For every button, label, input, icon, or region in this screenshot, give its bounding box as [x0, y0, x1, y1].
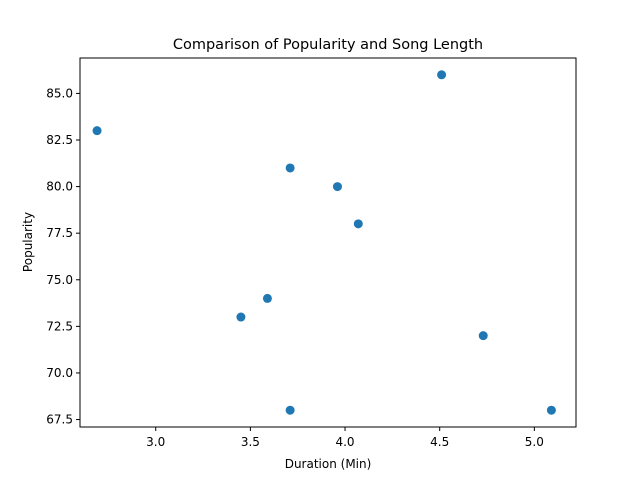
x-tick-label: 3.0 — [146, 435, 165, 449]
y-tick-label: 80.0 — [46, 180, 73, 194]
data-point — [262, 293, 272, 303]
y-tick-label: 67.5 — [46, 413, 73, 427]
x-tick-label: 4.5 — [430, 435, 449, 449]
data-point — [285, 163, 295, 173]
x-axis-ticks: 3.0 3.5 4.0 4.5 5.0 — [146, 427, 544, 449]
data-point — [236, 312, 246, 322]
y-tick-label: 75.0 — [46, 273, 73, 287]
x-axis-title: Duration (Min) — [285, 457, 372, 471]
y-tick-label: 82.5 — [46, 133, 73, 147]
data-point — [285, 405, 295, 415]
data-point — [353, 219, 363, 229]
plot-frame — [79, 57, 577, 428]
y-axis-ticks: 67.5 70.0 72.5 75.0 77.5 80.0 82.5 85.0 — [46, 86, 80, 427]
plot-points — [92, 70, 556, 415]
x-tick-label: 4.0 — [335, 435, 354, 449]
data-point — [332, 182, 342, 192]
data-point — [478, 331, 488, 341]
x-tick-label: 5.0 — [525, 435, 544, 449]
data-point — [437, 70, 447, 80]
y-axis-title: Popularity — [21, 212, 35, 272]
y-tick-label: 72.5 — [46, 319, 73, 333]
data-point — [92, 126, 102, 136]
y-tick-label: 85.0 — [46, 86, 73, 100]
x-tick-label: 3.5 — [241, 435, 260, 449]
y-tick-label: 70.0 — [46, 366, 73, 380]
data-point — [546, 405, 556, 415]
chart-title: Comparison of Popularity and Song Length — [173, 37, 483, 53]
y-tick-label: 77.5 — [46, 226, 73, 240]
